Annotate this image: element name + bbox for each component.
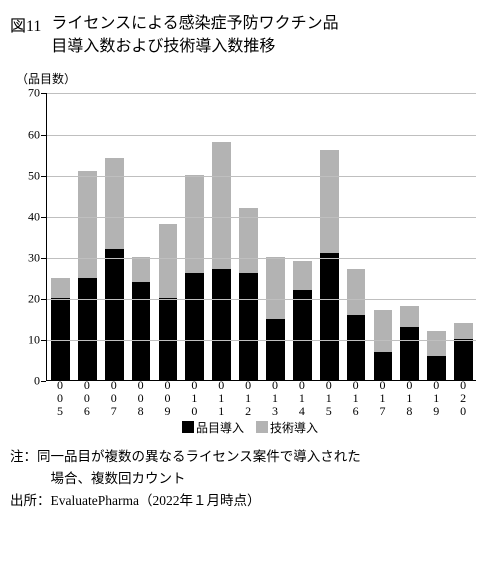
x-tick-label: 2005	[52, 365, 67, 417]
bar-segment-hinmoku	[320, 253, 339, 381]
y-tick-label: 10	[16, 333, 40, 348]
y-tick-label: 40	[16, 209, 40, 224]
gridline	[47, 93, 476, 94]
bar	[347, 92, 366, 380]
x-tick-label: 2019	[428, 365, 443, 417]
legend-label-gijutsu: 技術導入	[270, 421, 318, 435]
bar-segment-gijutsu	[212, 142, 231, 270]
y-axis-label: （品目数）	[16, 70, 490, 87]
bar-segment-gijutsu	[347, 269, 366, 314]
x-tick-label: 2008	[133, 365, 148, 417]
gridline	[47, 299, 476, 300]
x-tick-label: 2015	[321, 365, 336, 417]
bar-segment-hinmoku	[185, 273, 204, 380]
bar	[454, 92, 473, 380]
y-tick-mark	[41, 176, 46, 177]
bar-segment-hinmoku	[239, 273, 258, 380]
y-tick-mark	[41, 135, 46, 136]
legend-label-hinmoku: 品目導入	[196, 421, 244, 435]
source-text: EvaluatePharma（2022年１月時点）	[51, 490, 261, 512]
figure-number: 図11	[10, 12, 41, 36]
x-tick-label: 2020	[455, 365, 470, 417]
y-tick-mark	[41, 299, 46, 300]
bar-segment-gijutsu	[266, 257, 285, 319]
footnotes: 注： 同一品目が複数の異なるライセンス案件で導入された 場合、複数回カウント 出…	[10, 446, 490, 511]
x-tick-label: 2018	[401, 365, 416, 417]
y-tick-label: 20	[16, 292, 40, 307]
note-text-1: 同一品目が複数の異なるライセンス案件で導入された	[37, 446, 361, 468]
x-tick-label: 2007	[106, 365, 121, 417]
bar	[266, 92, 285, 380]
x-tick-label: 2014	[294, 365, 309, 417]
bar-segment-gijutsu	[454, 323, 473, 339]
bar-segment-gijutsu	[320, 150, 339, 253]
y-tick-label: 70	[16, 86, 40, 101]
y-tick-mark	[41, 258, 46, 259]
bar-segment-gijutsu	[51, 278, 70, 299]
bar	[105, 92, 124, 380]
x-tick-label: 2010	[186, 365, 201, 417]
x-tick-label: 2009	[159, 365, 174, 417]
y-tick-label: 30	[16, 250, 40, 265]
stacked-bar-chart: 0 10 20 30 40 50 60 70 2005 2006 2007 2008 2009 2010 2…	[16, 89, 482, 415]
bar	[78, 92, 97, 380]
bar	[320, 92, 339, 380]
y-tick-mark	[41, 340, 46, 341]
x-tick-label: 2013	[267, 365, 282, 417]
bar-segment-hinmoku	[105, 249, 124, 381]
x-tick-label: 2011	[213, 365, 228, 417]
gridline	[47, 340, 476, 341]
bar-segment-gijutsu	[400, 306, 419, 327]
bar	[400, 92, 419, 380]
figure-title-text: ライセンスによる感染症予防ワクチン品 目導入数および技術導入数推移	[51, 12, 338, 58]
note-prefix: 注：	[10, 446, 37, 468]
legend-swatch-hinmoku	[182, 421, 194, 433]
bar-segment-gijutsu	[374, 310, 393, 351]
y-tick-label: 60	[16, 127, 40, 142]
bar-segment-gijutsu	[78, 171, 97, 278]
bar	[51, 92, 70, 380]
y-tick-label: 50	[16, 168, 40, 183]
bar-segment-gijutsu	[159, 224, 178, 298]
bar-segment-hinmoku	[212, 269, 231, 380]
bars-layer	[47, 93, 476, 380]
gridline	[47, 135, 476, 136]
figure-title: 図11 ライセンスによる感染症予防ワクチン品 目導入数および技術導入数推移	[10, 12, 490, 58]
y-tick-label: 0	[16, 374, 40, 389]
bar-segment-gijutsu	[293, 261, 312, 290]
bar	[159, 92, 178, 380]
note-line: 注： 同一品目が複数の異なるライセンス案件で導入された	[10, 446, 490, 468]
plot-area	[46, 93, 476, 381]
legend-item-gijutsu: 技術導入	[256, 421, 318, 435]
legend-swatch-gijutsu	[256, 421, 268, 433]
gridline	[47, 176, 476, 177]
x-tick-label: 2017	[374, 365, 389, 417]
bar-segment-gijutsu	[132, 257, 151, 282]
legend: 品目導入 技術導入	[10, 419, 490, 436]
source-prefix: 出所：	[10, 490, 51, 512]
x-tick-label: 2006	[79, 365, 94, 417]
bar	[293, 92, 312, 380]
x-tick-label: 2012	[240, 365, 255, 417]
note-text-2: 場合、複数回カウント	[10, 468, 490, 490]
bar	[239, 92, 258, 380]
bar	[132, 92, 151, 380]
y-tick-mark	[41, 93, 46, 94]
y-tick-mark	[41, 381, 46, 382]
y-tick-mark	[41, 217, 46, 218]
gridline	[47, 217, 476, 218]
bar-segment-gijutsu	[427, 331, 446, 356]
bar	[427, 92, 446, 380]
bar	[374, 92, 393, 380]
gridline	[47, 258, 476, 259]
bar	[212, 92, 231, 380]
x-tick-label: 2016	[348, 365, 363, 417]
bar-segment-gijutsu	[105, 158, 124, 249]
source-line: 出所： EvaluatePharma（2022年１月時点）	[10, 490, 490, 512]
legend-item-hinmoku: 品目導入	[182, 421, 247, 435]
bar	[185, 92, 204, 380]
